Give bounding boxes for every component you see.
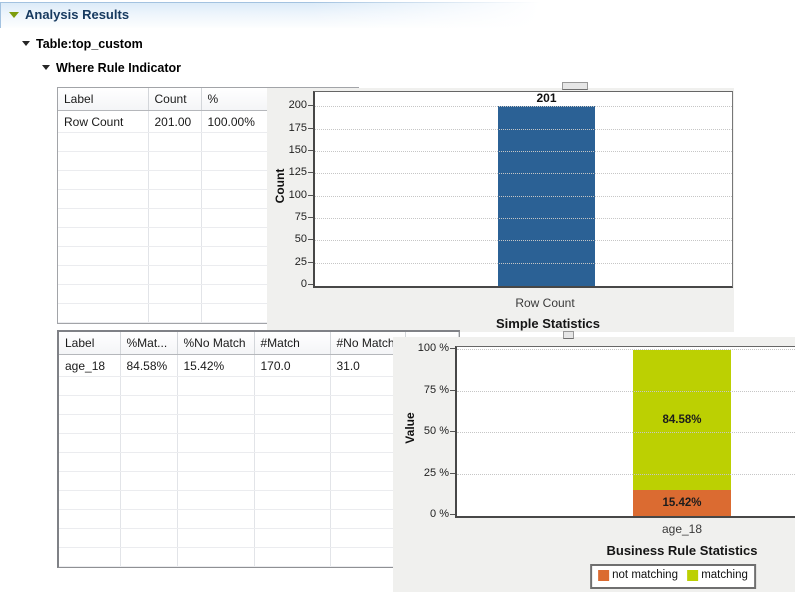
chart1-plot-area: 201 bbox=[313, 91, 733, 288]
chart1-resize-handle[interactable] bbox=[562, 82, 588, 90]
legend-label: matching bbox=[701, 569, 748, 581]
gridline bbox=[315, 195, 732, 197]
chart-title: Simple Statistics bbox=[495, 316, 601, 331]
y-tick-label: 125 bbox=[267, 166, 313, 179]
column-header[interactable]: % bbox=[201, 88, 277, 111]
legend-label: not matching bbox=[612, 569, 678, 581]
bar-value-label: 201 bbox=[536, 91, 557, 106]
section-header-gradient bbox=[1, 2, 562, 28]
gridline bbox=[315, 128, 732, 130]
y-tick-label: 175 bbox=[267, 122, 313, 135]
gridline bbox=[457, 349, 795, 351]
y-tick-label: 0 bbox=[267, 278, 313, 291]
gridline bbox=[315, 262, 732, 264]
y-tick-label: 100 bbox=[267, 189, 313, 202]
table-cell: 84.58% bbox=[120, 354, 178, 377]
y-tick-label: 100 % bbox=[393, 342, 455, 355]
y-axis-ticks: 0 25 50 75 100 125 150 175 200 bbox=[267, 91, 313, 290]
y-tick-label: 150 bbox=[267, 144, 313, 157]
y-tick-label: 50 % bbox=[393, 425, 455, 438]
y-tick-label: 0 % bbox=[393, 508, 455, 521]
table-cell: Row Count bbox=[58, 110, 149, 133]
gridline bbox=[457, 473, 795, 475]
column-header[interactable]: Label bbox=[59, 332, 121, 355]
column-header[interactable]: #Match bbox=[254, 332, 331, 355]
gridline bbox=[315, 217, 732, 219]
category-label: age_18 bbox=[661, 522, 703, 536]
chart2-plot-area: 15.42% 84.58% bbox=[455, 346, 795, 518]
empty-table-row bbox=[59, 376, 459, 396]
table-cell: 100.00% bbox=[201, 110, 277, 133]
category-label: Row Count bbox=[515, 296, 575, 310]
bar-value-label: 15.42% bbox=[662, 497, 702, 510]
gridline bbox=[315, 173, 732, 175]
gridline bbox=[315, 240, 732, 242]
y-axis-ticks: 0 % 25 % 50 % 75 % 100 % bbox=[393, 342, 455, 520]
bar-value-label: 84.58% bbox=[662, 414, 702, 427]
bar-segment-not-matching bbox=[633, 490, 731, 516]
y-tick-label: 200 bbox=[267, 99, 313, 112]
gridline bbox=[315, 106, 732, 108]
collapse-icon-analysis-results[interactable] bbox=[9, 12, 19, 18]
chart-legend: not matching matching bbox=[590, 564, 756, 589]
matching-swatch-icon bbox=[687, 569, 699, 581]
bar-segment-matching bbox=[633, 350, 731, 491]
collapse-icon-table-node[interactable] bbox=[22, 41, 30, 46]
y-tick-label: 50 bbox=[267, 233, 313, 246]
chart-title: Business Rule Statistics bbox=[606, 543, 758, 558]
not-matching-swatch-icon bbox=[598, 569, 610, 581]
column-header[interactable]: Count bbox=[148, 88, 202, 111]
tree-node-table-label: Table:top_custom bbox=[36, 37, 143, 51]
column-header[interactable]: %No Match bbox=[177, 332, 255, 355]
table-cell: 201.00 bbox=[148, 110, 202, 133]
collapse-icon-where-rule-node[interactable] bbox=[42, 65, 50, 70]
y-tick-label: 25 bbox=[267, 256, 313, 269]
simple-statistics-chart: Count 0 25 50 75 100 125 150 175 200 201 Row Cou… bbox=[267, 88, 734, 332]
bar-row-count: 201 bbox=[498, 92, 595, 286]
column-header[interactable]: #No Match bbox=[330, 332, 406, 355]
chart2-resize-handle[interactable] bbox=[563, 331, 574, 339]
bar-age-18: 15.42% 84.58% bbox=[633, 347, 731, 516]
table-cell: age_18 bbox=[59, 354, 121, 377]
tree-node-where-rule-label: Where Rule Indicator bbox=[56, 61, 182, 75]
legend-item-not-matching: not matching bbox=[598, 569, 678, 581]
y-tick-label: 75 bbox=[267, 211, 313, 224]
page-title: Analysis Results bbox=[25, 7, 130, 22]
table-cell: 170.0 bbox=[254, 354, 331, 377]
tree-node-where-rule[interactable]: Where Rule Indicator bbox=[42, 61, 181, 75]
column-header[interactable]: %Mat... bbox=[120, 332, 178, 355]
tree-node-table[interactable]: Table:top_custom bbox=[22, 37, 143, 51]
column-header[interactable]: Label bbox=[58, 88, 149, 111]
gridline bbox=[457, 432, 795, 434]
y-tick-label: 25 % bbox=[393, 467, 455, 480]
table-cell: 15.42% bbox=[177, 354, 255, 377]
gridline bbox=[457, 390, 795, 392]
legend-item-matching: matching bbox=[687, 569, 748, 581]
business-rule-chart: Value 0 % 25 % 50 % 75 % 100 % 15.42% 84.58% … bbox=[393, 337, 795, 592]
gridline bbox=[315, 150, 732, 152]
y-tick-label: 75 % bbox=[393, 384, 455, 397]
section-header: Analysis Results bbox=[0, 2, 562, 28]
